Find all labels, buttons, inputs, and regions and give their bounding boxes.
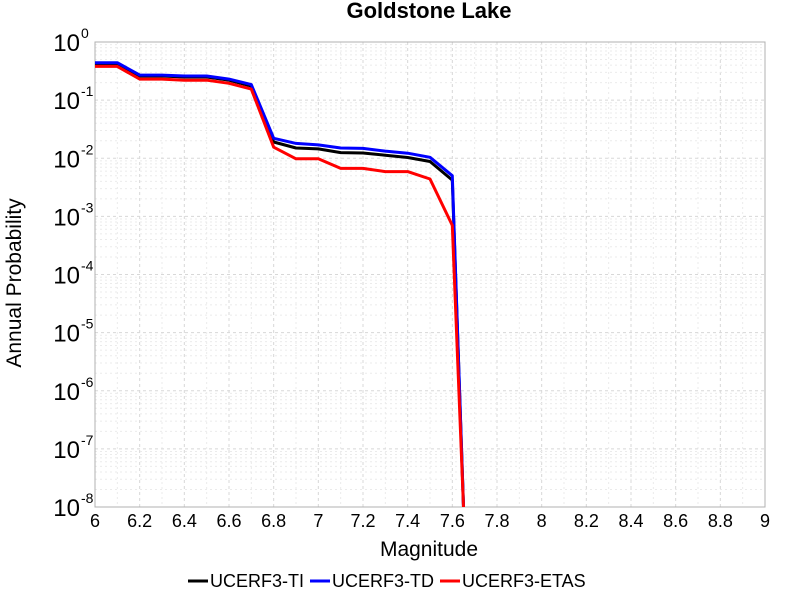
y-tick-label: 10 -8	[53, 490, 93, 522]
y-tick-base: 10	[53, 146, 80, 173]
y-tick-exponent: -3	[81, 199, 94, 215]
series-line-ucerf3-td	[95, 61, 465, 508]
y-tick-label: 10 -7	[53, 432, 93, 464]
x-tick-label: 6.2	[127, 511, 152, 531]
x-tick-label: 8	[537, 511, 547, 531]
y-tick-label: 10 -2	[53, 141, 93, 173]
series-line-ucerf3-etas	[95, 64, 465, 508]
x-tick-label: 8.4	[618, 511, 643, 531]
y-tick-exponent: -6	[81, 374, 94, 390]
y-tick-base: 10	[53, 30, 80, 57]
y-tick-label: 10 -5	[53, 316, 93, 348]
x-tick-label: 6.4	[172, 511, 197, 531]
chart-title: Goldstone Lake	[346, 0, 511, 23]
x-axis-label: Magnitude	[380, 538, 478, 561]
y-tick-label: 10 -3	[53, 199, 93, 231]
x-tick-label: 8.8	[708, 511, 733, 531]
y-tick-base: 10	[53, 495, 80, 522]
x-tick-label: 8.6	[663, 511, 688, 531]
x-axis-ticks: 6 6.2 6.4 6.6 6.8 7 7.2 7.4 7.6 7.8 8 8.2 8.4 8.6 8.8 9	[90, 511, 770, 531]
series-group	[95, 61, 465, 508]
y-tick-exponent: -1	[81, 83, 94, 99]
legend-label-ucerf3-td: UCERF3-TD	[332, 571, 434, 591]
x-tick-label: 6.8	[261, 511, 286, 531]
y-tick-exponent: -8	[81, 490, 94, 506]
x-tick-label: 6	[90, 511, 100, 531]
y-tick-base: 10	[53, 204, 80, 231]
x-tick-label: 7.2	[350, 511, 375, 531]
y-tick-base: 10	[53, 321, 80, 348]
x-tick-label: 7.6	[440, 511, 465, 531]
y-tick-exponent: -7	[81, 432, 94, 448]
y-tick-label: 10 -6	[53, 374, 93, 406]
y-tick-exponent: -4	[81, 258, 94, 274]
y-tick-base: 10	[53, 263, 80, 290]
x-tick-label: 7.8	[484, 511, 509, 531]
y-tick-label: 10 0	[53, 25, 89, 57]
y-tick-label: 10 -1	[53, 83, 93, 115]
y-tick-exponent: -2	[81, 141, 94, 157]
y-tick-base: 10	[53, 379, 80, 406]
x-tick-label: 8.2	[574, 511, 599, 531]
plot-frame	[94, 41, 766, 508]
x-tick-label: 7.4	[395, 511, 420, 531]
legend-label-ucerf3-ti: UCERF3-TI	[210, 571, 304, 591]
grid	[94, 41, 766, 508]
x-tick-label: 6.6	[216, 511, 241, 531]
x-tick-label: 9	[760, 511, 770, 531]
y-axis-label: Annual Probability	[3, 198, 26, 368]
legend-label-ucerf3-etas: UCERF3-ETAS	[462, 571, 586, 591]
y-tick-base: 10	[53, 437, 80, 464]
legend: UCERF3-TI UCERF3-TD UCERF3-ETAS	[188, 571, 586, 591]
x-tick-label: 7	[313, 511, 323, 531]
y-tick-label: 10 -4	[53, 258, 93, 290]
y-tick-base: 10	[53, 88, 80, 115]
y-tick-exponent: 0	[81, 25, 89, 41]
y-tick-exponent: -5	[81, 316, 94, 332]
